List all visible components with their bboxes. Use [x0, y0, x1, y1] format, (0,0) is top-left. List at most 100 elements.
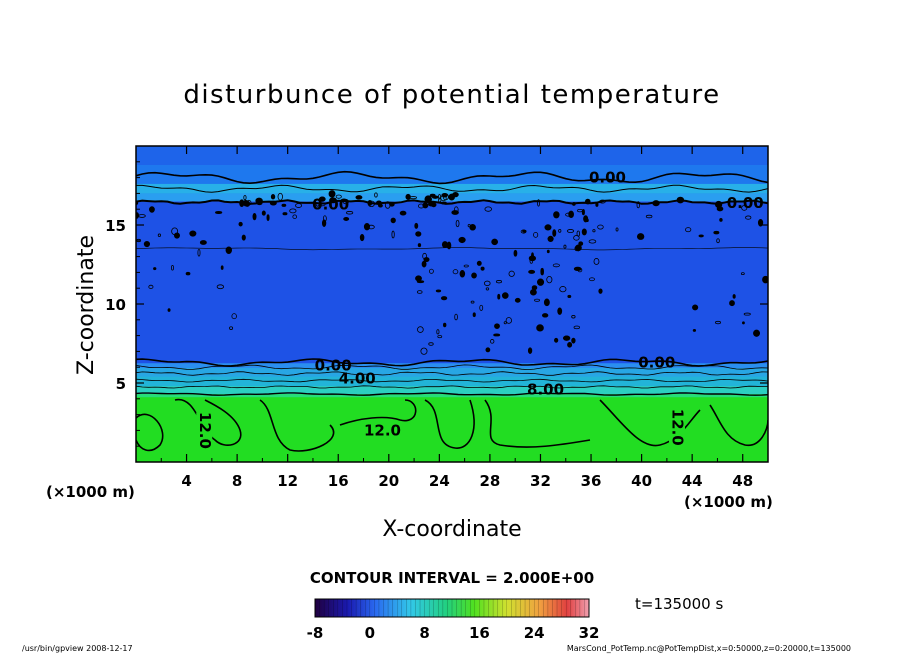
x-tick-label: 32 — [530, 472, 551, 490]
y-tick-label: 10 — [105, 296, 126, 314]
contour-label: 0.00 — [589, 169, 626, 187]
speckle — [167, 308, 171, 312]
speckle — [266, 214, 270, 221]
speckle — [598, 288, 603, 294]
contour-label: 12.0 — [196, 412, 214, 449]
speckle — [322, 215, 327, 222]
speckle — [476, 260, 482, 266]
speckle — [229, 326, 234, 330]
speckle — [636, 201, 640, 209]
speckle — [571, 337, 576, 344]
speckle — [559, 286, 567, 293]
speckle — [698, 234, 704, 238]
speckle — [491, 238, 499, 246]
footer-left: /usr/bin/gpview 2008-12-17 — [22, 644, 133, 653]
speckle — [566, 229, 575, 234]
speckle — [363, 222, 371, 231]
speckle — [463, 264, 469, 268]
contour-label: 0.00 — [727, 194, 764, 212]
speckle — [359, 233, 365, 242]
colorbar-tick-label: 8 — [419, 624, 429, 642]
speckle — [505, 317, 512, 324]
speckle — [558, 228, 562, 233]
speckle — [529, 256, 534, 264]
band-5 — [136, 183, 768, 194]
speckle — [471, 272, 477, 279]
speckle — [479, 304, 484, 311]
speckle — [231, 313, 237, 320]
speckle — [589, 277, 595, 282]
speckle — [199, 240, 207, 245]
speckle — [514, 297, 521, 303]
speckle — [243, 195, 247, 201]
x-axis-ticks: 4 8 12 16 20 24 28 32 36 40 44 48 — [160, 146, 753, 490]
speckle — [576, 245, 581, 252]
speckle — [189, 230, 197, 237]
speckle — [531, 285, 538, 291]
speckle — [567, 341, 573, 348]
x-tick-label: 36 — [581, 472, 602, 490]
speckle — [448, 193, 455, 201]
speckle — [467, 223, 471, 228]
y-axis-ticks: 5 10 15 — [105, 161, 768, 447]
contour-line — [136, 170, 768, 185]
speckle — [554, 337, 559, 343]
speckle — [719, 217, 723, 222]
speckle — [753, 329, 761, 337]
y-axis-label: Z-coordinate — [74, 235, 99, 375]
speckle — [483, 280, 491, 287]
speckle — [485, 287, 490, 291]
speckle — [536, 324, 544, 332]
speckle — [452, 269, 459, 275]
speckle — [615, 227, 619, 232]
contour-label: 12.0 — [364, 421, 401, 439]
x-axis-label: X-coordinate — [382, 517, 521, 542]
speckle — [495, 280, 503, 284]
band-0 — [136, 363, 768, 368]
speckle — [157, 233, 161, 237]
speckle — [732, 294, 736, 299]
contour-line — [136, 364, 768, 371]
speckle — [153, 267, 157, 271]
speckle — [429, 268, 434, 274]
speckle — [490, 339, 495, 344]
x-tick-label: 40 — [631, 472, 652, 490]
speckle — [318, 196, 326, 202]
footer-right: MarsCond_PotTemp.nc@PotTempDist,x=0:5000… — [567, 644, 851, 653]
speckle — [346, 211, 354, 215]
speckle — [252, 212, 257, 221]
contour-label: 0.00 — [638, 353, 675, 371]
contour-line — [339, 399, 417, 426]
speckle — [544, 224, 552, 231]
speckle — [485, 347, 491, 353]
x-tick-label: 16 — [328, 472, 349, 490]
speckle — [391, 230, 395, 239]
speckle — [438, 194, 441, 200]
speckle — [715, 320, 722, 325]
speckle — [261, 210, 266, 216]
contour-line — [259, 399, 335, 452]
speckle — [716, 238, 720, 244]
speckle — [552, 229, 557, 237]
speckle — [469, 223, 476, 231]
speckle — [583, 215, 589, 223]
contour-line — [136, 413, 164, 452]
chart-title: disturbunce of potential temperature — [183, 80, 720, 110]
contour-label-bg — [196, 412, 213, 449]
x-tick-label: 8 — [232, 472, 242, 490]
speckle — [529, 289, 537, 296]
speckle — [453, 206, 459, 213]
speckle — [740, 272, 745, 276]
speckle — [215, 211, 223, 215]
speckle — [541, 313, 549, 318]
contour-interval-text: CONTOUR INTERVAL = 2.000E+00 — [310, 569, 594, 587]
speckle — [416, 280, 425, 284]
x-tick-label: 4 — [181, 472, 191, 490]
speckle — [692, 328, 697, 332]
band-3 — [136, 394, 768, 398]
speckle — [420, 347, 428, 355]
speckle — [374, 192, 378, 198]
contour-line — [136, 358, 768, 367]
speckle — [493, 333, 501, 337]
